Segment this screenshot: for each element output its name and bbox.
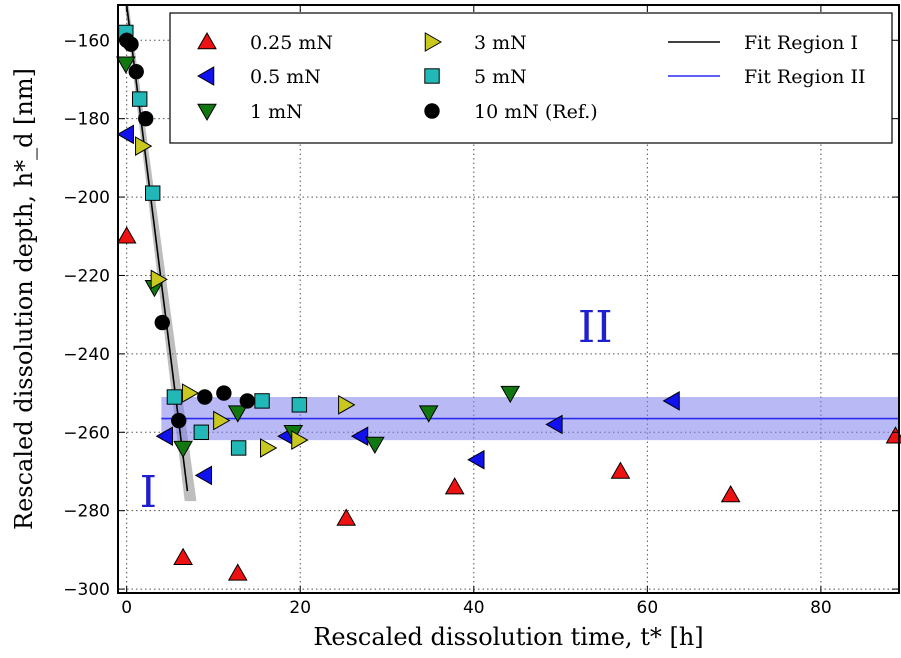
data-point [444, 477, 465, 495]
data-point [173, 547, 193, 565]
data-point [128, 63, 144, 80]
legend-label: 1 mN [250, 101, 303, 123]
data-point [230, 440, 247, 456]
data-point [115, 56, 136, 74]
data-point [138, 110, 154, 127]
data-point [239, 393, 255, 409]
legend-label: Fit Region I [744, 32, 858, 54]
x-tick-label: 20 [289, 598, 311, 618]
data-point [254, 393, 270, 409]
legend-label: Fit Region II [744, 66, 865, 88]
data-point [260, 438, 278, 458]
data-point [662, 391, 680, 411]
legend-marker [424, 32, 443, 52]
data-point [610, 461, 631, 479]
legend-label: 5 mN [474, 66, 527, 88]
data-point [545, 414, 563, 435]
legend-box [169, 12, 893, 144]
data-point [197, 389, 213, 405]
data-point [155, 426, 173, 447]
data-point [154, 314, 170, 331]
data-point [173, 440, 193, 458]
series-10-mn-ref- [118, 32, 255, 429]
x-tick-label: 60 [637, 598, 659, 618]
data-point [291, 397, 308, 413]
data-point [193, 424, 210, 440]
data-point [338, 394, 356, 415]
legend-marker [424, 68, 440, 84]
y-tick-label: −200 [63, 188, 110, 208]
data-point [291, 430, 309, 450]
x-tick-label: 80 [810, 598, 832, 618]
legend-marker [424, 103, 440, 119]
legend-marker [197, 31, 217, 50]
series-0-25-mn [116, 226, 901, 581]
data-point [131, 91, 148, 107]
grid-lines [118, 5, 899, 593]
data-point [336, 508, 357, 526]
plot-frame [117, 4, 900, 594]
data-point [467, 449, 485, 470]
data-point [135, 136, 153, 156]
data-point [171, 412, 187, 429]
data-point [150, 269, 168, 290]
data-point [418, 405, 439, 423]
y-tick-label: −240 [63, 345, 110, 365]
data-point [227, 405, 248, 423]
legend-label: 0.5 mN [250, 66, 321, 88]
data-point [720, 484, 741, 503]
data-point [216, 385, 232, 401]
series-5-mn [118, 24, 308, 456]
data-point [123, 36, 139, 52]
data-point [116, 226, 137, 244]
data-point [365, 436, 385, 455]
x-axis-label: Rescaled dissolution time, t* [h] [313, 623, 703, 651]
data-markers [115, 24, 901, 581]
y-axis-label: Rescaled dissolution depth, h*_d [nm] [10, 68, 38, 530]
region-annotations: III [140, 302, 613, 518]
data-point [181, 383, 200, 403]
x-tick-label: 40 [463, 598, 485, 618]
legend-marker [197, 103, 217, 122]
y-tick-label: −160 [63, 31, 110, 51]
legend-marker [196, 66, 215, 86]
region-label: II [578, 302, 613, 353]
y-tick-label: −180 [63, 110, 110, 130]
data-point [227, 563, 248, 581]
legend-label: 0.25 mN [250, 32, 333, 54]
data-point [885, 426, 901, 444]
fit-line [125, 4, 189, 492]
legend: 0.25 mN 0.5 mN 1 mN 3 mN 5 mN 10 mN (Ref.) Fit… [169, 12, 893, 144]
data-point [145, 185, 161, 201]
data-point [116, 124, 134, 145]
y-tick-label: −260 [63, 423, 110, 443]
legend-label: 3 mN [474, 32, 527, 54]
data-point [194, 465, 213, 486]
legend-label: 10 mN (Ref.) [474, 101, 598, 123]
y-tick-label: −300 [63, 580, 110, 600]
fit-lines [125, 4, 899, 492]
y-tick-label: −220 [63, 266, 110, 286]
x-tick-label: 0 [121, 598, 132, 618]
y-tick-label: −280 [63, 502, 110, 522]
data-point [350, 426, 369, 447]
series-3-mn [135, 136, 356, 458]
region-label: I [140, 467, 157, 518]
data-point [500, 385, 521, 404]
data-point [213, 410, 231, 431]
axis-ticks: 0 20 40 60 80 −300 −280 −260 −240 −220 −200 −180 −16… [63, 5, 899, 618]
data-point [166, 389, 183, 405]
